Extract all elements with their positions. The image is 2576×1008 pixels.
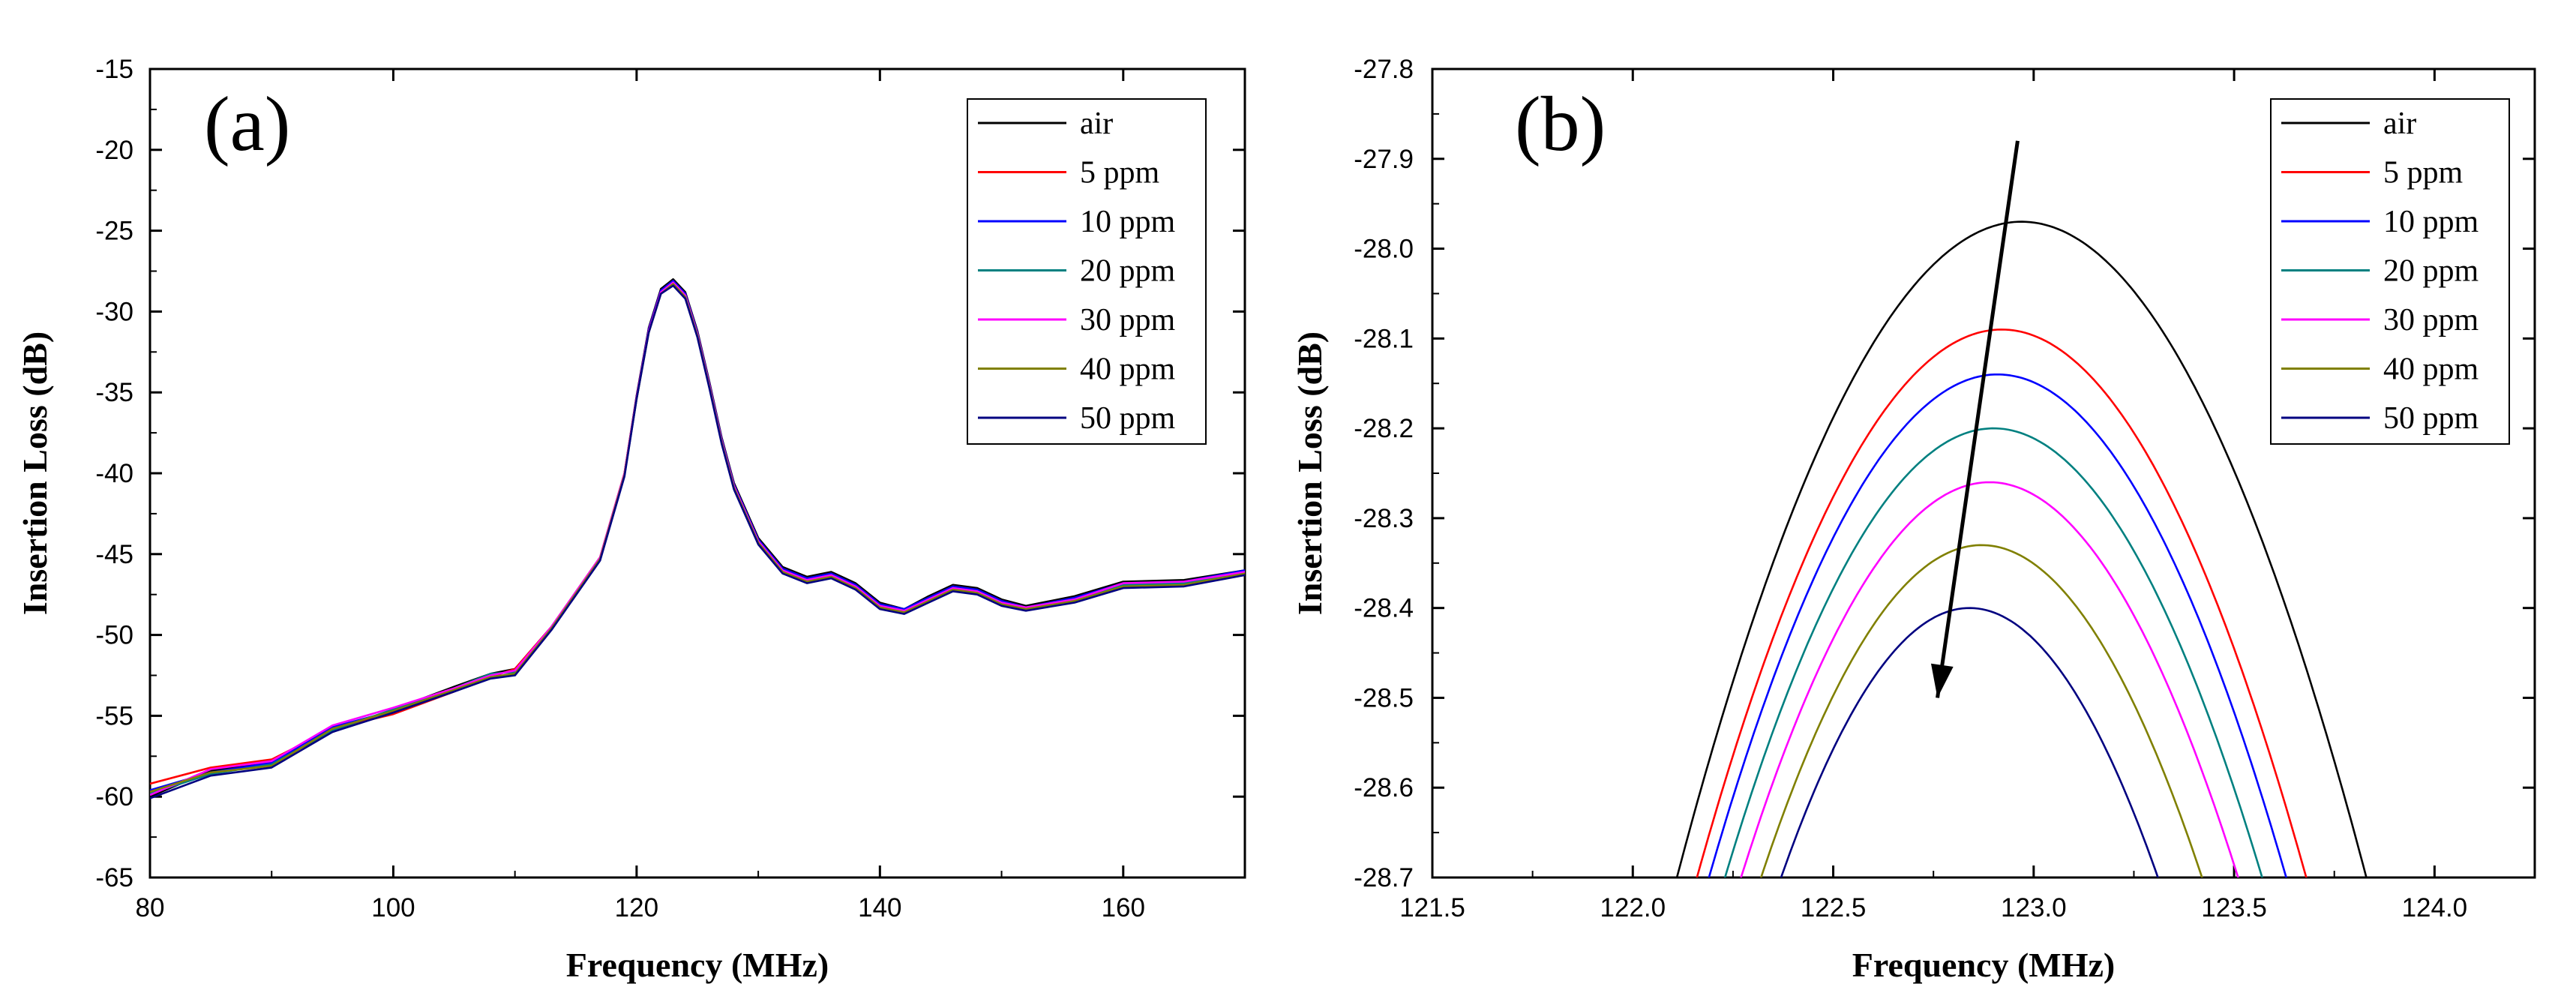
y-tick-label: -15 <box>95 55 133 84</box>
trend-arrow-shaft <box>1936 140 2020 698</box>
y-tick-label: -28.7 <box>1354 863 1414 892</box>
y-tick-label: -60 <box>95 782 133 812</box>
legend-label: 40 ppm <box>1080 352 1176 387</box>
series-line-10-ppm <box>1708 373 2287 878</box>
x-axis-title: Frequency (MHz) <box>566 946 829 984</box>
y-tick-label: -28.3 <box>1354 504 1414 533</box>
legend-label: 40 ppm <box>2383 352 2479 387</box>
y-tick-label: -28.6 <box>1354 773 1414 802</box>
panel-b: -28.7 -28.6 -28.5 -28.4 -28.3 -28.2 -28.1 -28.0… <box>1291 55 2536 984</box>
y-tick-label: -45 <box>95 540 133 569</box>
legend-label: 5 ppm <box>2383 156 2464 190</box>
legend-label: 20 ppm <box>2383 254 2479 289</box>
x-tick-label: 122.5 <box>1801 893 1867 922</box>
y-tick-label: -28.2 <box>1354 414 1414 443</box>
series-group <box>1675 220 2368 878</box>
panel-label: (a) <box>204 81 290 167</box>
x-tick-label: 80 <box>136 893 165 922</box>
series-line-20-ppm <box>1723 427 2263 878</box>
y-tick-label: -50 <box>95 621 133 650</box>
trend-arrow-head <box>1930 663 1954 698</box>
legend-label: 30 ppm <box>1080 303 1176 338</box>
y-axis-title: Insertion Loss (dB) <box>16 332 54 615</box>
y-tick-label: -55 <box>95 701 133 730</box>
x-tick-label: 123.5 <box>2201 893 2267 922</box>
series-line-50-ppm <box>1780 607 2159 878</box>
legend-label: air <box>2383 106 2416 141</box>
x-tick-label: 100 <box>371 893 415 922</box>
y-tick-label: -27.9 <box>1354 145 1414 174</box>
x-tick-label: 120 <box>615 893 658 922</box>
y-tick-label: -28.4 <box>1354 594 1414 623</box>
y-tick-label: -25 <box>95 217 133 246</box>
legend-label: 50 ppm <box>1080 401 1176 436</box>
series-line-5-ppm <box>1696 328 2308 878</box>
legend-label: 20 ppm <box>1080 254 1176 289</box>
y-tick-label: -35 <box>95 378 133 407</box>
x-tick-label: 123.0 <box>2001 893 2067 922</box>
y-axis-title: Insertion Loss (dB) <box>1291 332 1329 615</box>
y-tick-label: -28.5 <box>1354 683 1414 712</box>
series-line-40-ppm <box>1759 544 2203 878</box>
x-tick-label: 121.5 <box>1399 893 1465 922</box>
panel-a: -65 -60 -55 -50 -45 -40 -35 -30 -25 -20 -15 80 100 12… <box>16 55 1246 984</box>
legend-label: 10 ppm <box>1080 205 1176 239</box>
x-axis-title: Frequency (MHz) <box>1852 946 2115 984</box>
panel-label: (b) <box>1515 81 1606 167</box>
x-tick-label: 122.0 <box>1600 893 1666 922</box>
legend-label: 30 ppm <box>2383 303 2479 338</box>
legend-label: 5 ppm <box>1080 156 1160 190</box>
y-tick-label: -40 <box>95 459 133 488</box>
series-line-30-ppm <box>1740 481 2239 878</box>
series-group <box>150 278 1245 800</box>
x-tick-label: 140 <box>858 893 901 922</box>
y-tick-label: -28.0 <box>1354 235 1414 264</box>
y-tick-label: -20 <box>95 136 133 165</box>
y-tick-label: -27.8 <box>1354 55 1414 84</box>
legend-label: air <box>1080 106 1113 141</box>
y-tick-label: -65 <box>95 863 133 892</box>
x-tick-label: 124.0 <box>2402 893 2468 922</box>
y-tick-label: -28.1 <box>1354 324 1414 353</box>
y-tick-label: -30 <box>95 297 133 326</box>
series-line-50-ppm <box>150 284 1245 800</box>
legend-label: 50 ppm <box>2383 401 2479 436</box>
legend-label: 10 ppm <box>2383 205 2479 239</box>
series-line-air <box>1675 220 2368 878</box>
x-tick-label: 160 <box>1102 893 1145 922</box>
